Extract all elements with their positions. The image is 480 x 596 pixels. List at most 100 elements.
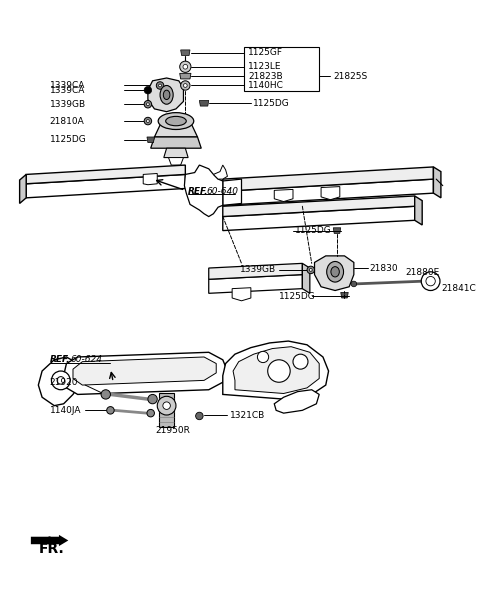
Polygon shape [147, 137, 155, 142]
Text: 1125DG: 1125DG [49, 135, 86, 144]
Circle shape [57, 377, 65, 384]
Polygon shape [223, 167, 433, 191]
Circle shape [146, 120, 149, 122]
Polygon shape [223, 179, 433, 205]
Polygon shape [333, 228, 341, 234]
Text: 60-640: 60-640 [207, 187, 239, 195]
Circle shape [268, 360, 290, 382]
Circle shape [257, 352, 269, 362]
Polygon shape [148, 78, 183, 111]
Polygon shape [26, 175, 185, 198]
Text: 1140HC: 1140HC [248, 81, 284, 90]
Polygon shape [73, 357, 216, 385]
Polygon shape [314, 256, 354, 290]
Polygon shape [233, 347, 319, 393]
Ellipse shape [163, 90, 170, 100]
Text: 1123LE: 1123LE [248, 62, 282, 72]
Polygon shape [20, 175, 26, 203]
Polygon shape [180, 50, 190, 55]
Polygon shape [164, 148, 188, 157]
Polygon shape [64, 352, 228, 395]
Polygon shape [214, 165, 228, 179]
Text: 21950R: 21950R [156, 426, 190, 436]
Text: 21920: 21920 [49, 378, 78, 387]
Circle shape [180, 81, 190, 90]
Text: 1339CA: 1339CA [49, 86, 85, 95]
Polygon shape [143, 173, 157, 185]
Circle shape [421, 272, 440, 290]
Polygon shape [223, 196, 415, 216]
Text: 1321CB: 1321CB [230, 411, 265, 420]
Polygon shape [151, 137, 201, 148]
Polygon shape [38, 357, 83, 406]
Text: 60-624: 60-624 [70, 355, 102, 364]
Circle shape [163, 402, 170, 409]
Circle shape [101, 390, 110, 399]
Text: 21823B: 21823B [248, 72, 283, 80]
Ellipse shape [160, 85, 173, 104]
Circle shape [157, 396, 176, 415]
Ellipse shape [327, 262, 344, 282]
Circle shape [183, 83, 187, 88]
Text: 21825S: 21825S [333, 72, 368, 80]
Ellipse shape [166, 116, 186, 126]
Text: REF.: REF. [49, 355, 70, 364]
Polygon shape [321, 187, 340, 200]
Text: 1140JA: 1140JA [49, 406, 81, 415]
Polygon shape [180, 73, 191, 79]
Circle shape [310, 269, 312, 271]
Circle shape [307, 266, 314, 274]
Circle shape [144, 101, 152, 108]
Text: 21810A: 21810A [49, 117, 84, 126]
Polygon shape [274, 390, 319, 413]
Circle shape [183, 64, 188, 69]
Text: FR.: FR. [38, 542, 64, 556]
Polygon shape [209, 263, 302, 280]
Text: REF.: REF. [188, 187, 209, 195]
Ellipse shape [158, 113, 194, 129]
Text: 1125DG: 1125DG [295, 226, 332, 235]
Circle shape [293, 354, 308, 369]
Polygon shape [274, 190, 293, 201]
Circle shape [148, 395, 157, 403]
Text: 1125DG: 1125DG [279, 291, 316, 300]
Circle shape [146, 103, 149, 105]
Polygon shape [209, 275, 302, 293]
Circle shape [156, 82, 164, 89]
Polygon shape [433, 167, 441, 198]
Text: 21880E: 21880E [405, 268, 440, 277]
Polygon shape [223, 179, 241, 205]
Polygon shape [184, 165, 223, 216]
Polygon shape [168, 157, 183, 165]
Polygon shape [26, 165, 185, 184]
Polygon shape [223, 341, 329, 399]
Circle shape [144, 86, 152, 94]
Circle shape [107, 406, 114, 414]
Circle shape [144, 117, 152, 125]
Circle shape [351, 281, 357, 287]
Polygon shape [199, 101, 209, 106]
Polygon shape [155, 121, 197, 137]
Circle shape [51, 371, 70, 390]
Text: 1339GB: 1339GB [49, 100, 86, 108]
Text: 1125DG: 1125DG [253, 99, 289, 108]
Circle shape [159, 84, 161, 87]
Polygon shape [223, 206, 415, 231]
Text: 21830: 21830 [370, 263, 398, 272]
Text: 1339GB: 1339GB [240, 265, 276, 274]
Polygon shape [341, 293, 348, 298]
Circle shape [426, 277, 435, 286]
Bar [244, 47, 319, 91]
Ellipse shape [331, 266, 339, 277]
Text: 1339CA: 1339CA [49, 81, 85, 90]
Polygon shape [302, 263, 310, 293]
Circle shape [196, 412, 203, 420]
Polygon shape [232, 288, 251, 301]
Text: 1125GF: 1125GF [248, 48, 283, 57]
FancyArrow shape [31, 535, 68, 546]
Circle shape [147, 409, 155, 417]
Polygon shape [415, 196, 422, 225]
Polygon shape [159, 393, 174, 427]
Circle shape [180, 61, 191, 72]
Text: 21841C: 21841C [442, 284, 477, 293]
